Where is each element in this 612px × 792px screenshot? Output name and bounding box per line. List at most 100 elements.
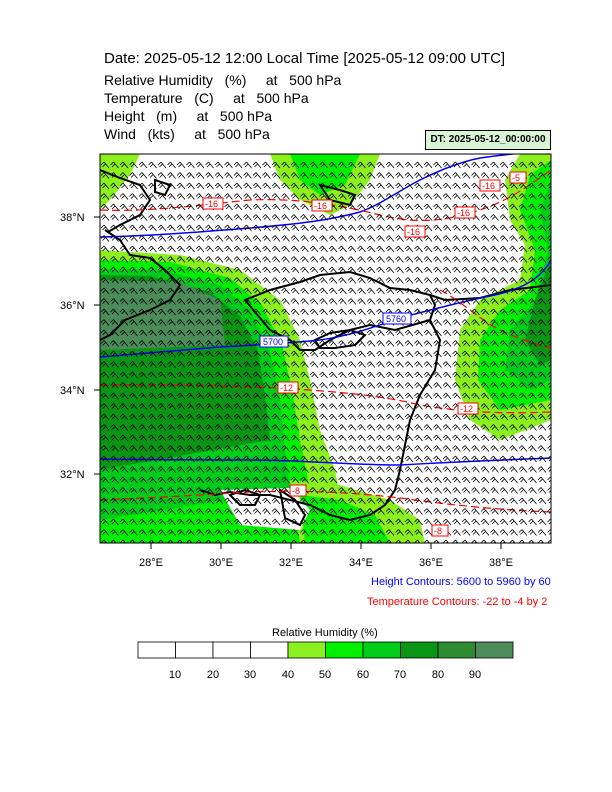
wind-barb (404, 161, 414, 169)
wind-barb (423, 413, 433, 421)
wind-barb (499, 424, 509, 431)
wind-barb (176, 340, 186, 347)
wind-barb (243, 182, 252, 190)
wind-barb (328, 298, 338, 305)
colorbar-label: 60 (356, 669, 370, 681)
wind-barb (176, 319, 186, 326)
wind-barb (290, 277, 300, 284)
wind-barb (262, 361, 271, 368)
wind-barb (195, 182, 205, 190)
wind-barb (328, 256, 338, 263)
wind-barb (319, 476, 328, 484)
wind-barb (338, 340, 347, 347)
wind-barb (252, 235, 262, 242)
wind-barb (129, 193, 138, 200)
wind-barb (157, 298, 167, 305)
wind-barb (157, 476, 167, 484)
wind-barb (110, 434, 119, 442)
wind-barb (300, 413, 309, 421)
wind-barb (148, 518, 157, 526)
wind-barb (414, 413, 423, 421)
wind-barb (509, 350, 518, 358)
wind-barb (423, 403, 433, 410)
wind-barb (518, 487, 528, 494)
wind-barb (167, 445, 176, 452)
wind-barb (214, 287, 224, 295)
wind-barb (157, 161, 167, 169)
wind-barb (423, 497, 433, 505)
wind-barb (110, 266, 119, 274)
wind-barb (433, 182, 442, 190)
wind-barb (309, 529, 319, 536)
wind-barb (148, 487, 157, 494)
wind-barb (395, 434, 404, 442)
wind-barb (271, 361, 281, 368)
colorbar-swatch (362, 641, 401, 659)
wind-barb (357, 466, 366, 473)
wind-barb (433, 434, 442, 442)
wind-barb (309, 182, 319, 190)
wind-barb (471, 476, 480, 484)
wind-barb (290, 424, 300, 431)
wind-barb (119, 392, 129, 400)
wind-barb (233, 371, 243, 379)
wind-barb (195, 256, 205, 263)
wind-barb (176, 424, 186, 431)
wind-barb (167, 361, 176, 368)
wind-barb (452, 350, 461, 358)
wind-barb (167, 182, 176, 190)
wind-barb (300, 287, 309, 295)
wind-barb (357, 350, 366, 358)
wind-barb (100, 287, 110, 295)
wind-barb (518, 392, 528, 400)
wind-barb (490, 298, 499, 305)
wind-barb (442, 214, 452, 221)
wind-barb (224, 235, 233, 242)
wind-barb (433, 350, 442, 358)
wind-barb (186, 319, 195, 326)
wind-barb (395, 277, 404, 284)
wind-barb (186, 256, 195, 263)
wind-barb (509, 193, 518, 200)
wind-barb (119, 224, 129, 232)
wind-barb (148, 203, 157, 211)
wind-barb (480, 518, 490, 526)
wind-barb (537, 287, 547, 295)
wind-barb (300, 497, 309, 505)
wind-barb (129, 214, 138, 221)
colorbar-label: 10 (168, 669, 182, 681)
wind-barb (271, 476, 281, 484)
wind-barb (385, 266, 395, 274)
wind-barb (499, 256, 509, 263)
wind-barb (395, 266, 404, 274)
wind-barb (309, 424, 319, 431)
wind-barb (442, 256, 452, 263)
wind-barb (347, 487, 357, 494)
wind-barb (338, 382, 347, 389)
wind-barb (309, 476, 319, 484)
wind-barb (262, 161, 271, 169)
wind-barb (176, 266, 186, 274)
wind-barb (509, 203, 518, 211)
wind-barb (176, 529, 186, 536)
wind-barb (129, 287, 138, 295)
wind-barb (499, 193, 509, 200)
wind-barb (110, 182, 119, 190)
wind-barb (233, 203, 243, 211)
wind-barb (252, 329, 262, 337)
wind-barb (205, 508, 214, 515)
wind-barb (271, 287, 281, 295)
wind-barb (195, 329, 205, 337)
wind-barb (148, 455, 157, 463)
wind-barb (148, 266, 157, 274)
wind-barb (224, 308, 233, 316)
wind-barb (528, 308, 537, 316)
wind-barb (148, 445, 157, 452)
wind-barb (186, 466, 195, 473)
wind-barb (433, 487, 442, 494)
wind-barb (376, 329, 385, 337)
wind-barb (433, 319, 442, 326)
wind-barb (186, 434, 195, 442)
wind-barb (490, 161, 499, 169)
wind-barb (366, 434, 376, 442)
